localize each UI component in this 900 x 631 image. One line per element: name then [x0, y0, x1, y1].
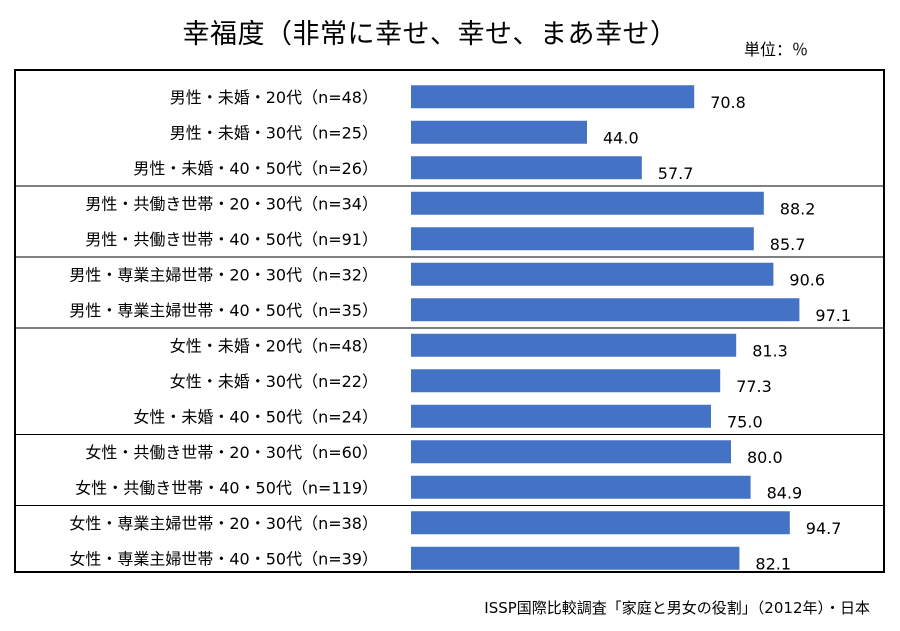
bar: [411, 156, 642, 180]
category-label: 女性・共働き世帯・40・50代（n=119）: [75, 478, 378, 497]
bar: [411, 440, 731, 464]
value-label: 80.0: [747, 448, 783, 467]
value-label: 70.8: [710, 93, 746, 112]
value-label: 90.6: [789, 270, 825, 289]
category-label: 男性・未婚・30代（n=25）: [170, 123, 378, 142]
value-label: 75.0: [727, 412, 763, 431]
category-label: 男性・専業主婦世帯・40・50代（n=35）: [69, 301, 378, 320]
bar: [411, 369, 721, 393]
bar: [411, 475, 751, 499]
value-label: 44.0: [603, 128, 639, 147]
category-label: 男性・共働き世帯・20・30代（n=34）: [85, 194, 378, 213]
category-label: 女性・専業主婦世帯・20・30代（n=38）: [69, 514, 378, 533]
category-label: 女性・専業主婦世帯・40・50代（n=39）: [69, 549, 378, 568]
value-label: 77.3: [736, 377, 772, 396]
category-label: 男性・共働き世帯・40・50代（n=91）: [85, 230, 378, 249]
value-label: 81.3: [752, 341, 788, 360]
bar: [411, 191, 764, 215]
category-label: 女性・未婚・20代（n=48）: [170, 336, 378, 355]
category-label: 女性・共働き世帯・20・30代（n=60）: [85, 443, 378, 462]
category-label: 女性・未婚・30代（n=22）: [170, 372, 378, 391]
value-label: 82.1: [755, 554, 791, 571]
value-label: 84.9: [767, 483, 803, 502]
category-label: 男性・未婚・40・50代（n=26）: [133, 159, 378, 178]
bar: [411, 120, 587, 144]
bar: [411, 85, 695, 109]
bar: [411, 227, 754, 251]
value-label: 88.2: [780, 199, 816, 218]
chart-title: 幸福度（非常に幸せ、幸せ、まあ幸せ）: [182, 19, 678, 50]
bar-chart: 男性・未婚・20代（n=48） 70.8 男性・未婚・30代（n=25） 44.0 男性…: [16, 85, 883, 573]
chart-frame: 男性・未婚・20代（n=48） 70.8 男性・未婚・30代（n=25） 44.0 男性…: [14, 69, 885, 573]
source-note: ISSP国際比較調査「家庭と男女の役割」（2012年）・日本: [484, 599, 870, 617]
category-label: 女性・未婚・40・50代（n=24）: [133, 407, 378, 426]
bar: [411, 262, 774, 286]
bar: [411, 546, 740, 570]
category-label: 男性・専業主婦世帯・20・30代（n=32）: [69, 265, 378, 284]
bar: [411, 298, 800, 322]
value-label: 85.7: [770, 235, 806, 254]
bar: [411, 404, 711, 428]
unit-label: 単位：％: [744, 40, 809, 59]
category-label: 男性・未婚・20代（n=48）: [170, 88, 378, 107]
bar: [411, 333, 737, 357]
value-label: 97.1: [815, 306, 851, 325]
bar: [411, 511, 790, 535]
value-label: 94.7: [806, 519, 842, 538]
value-label: 57.7: [658, 164, 694, 183]
